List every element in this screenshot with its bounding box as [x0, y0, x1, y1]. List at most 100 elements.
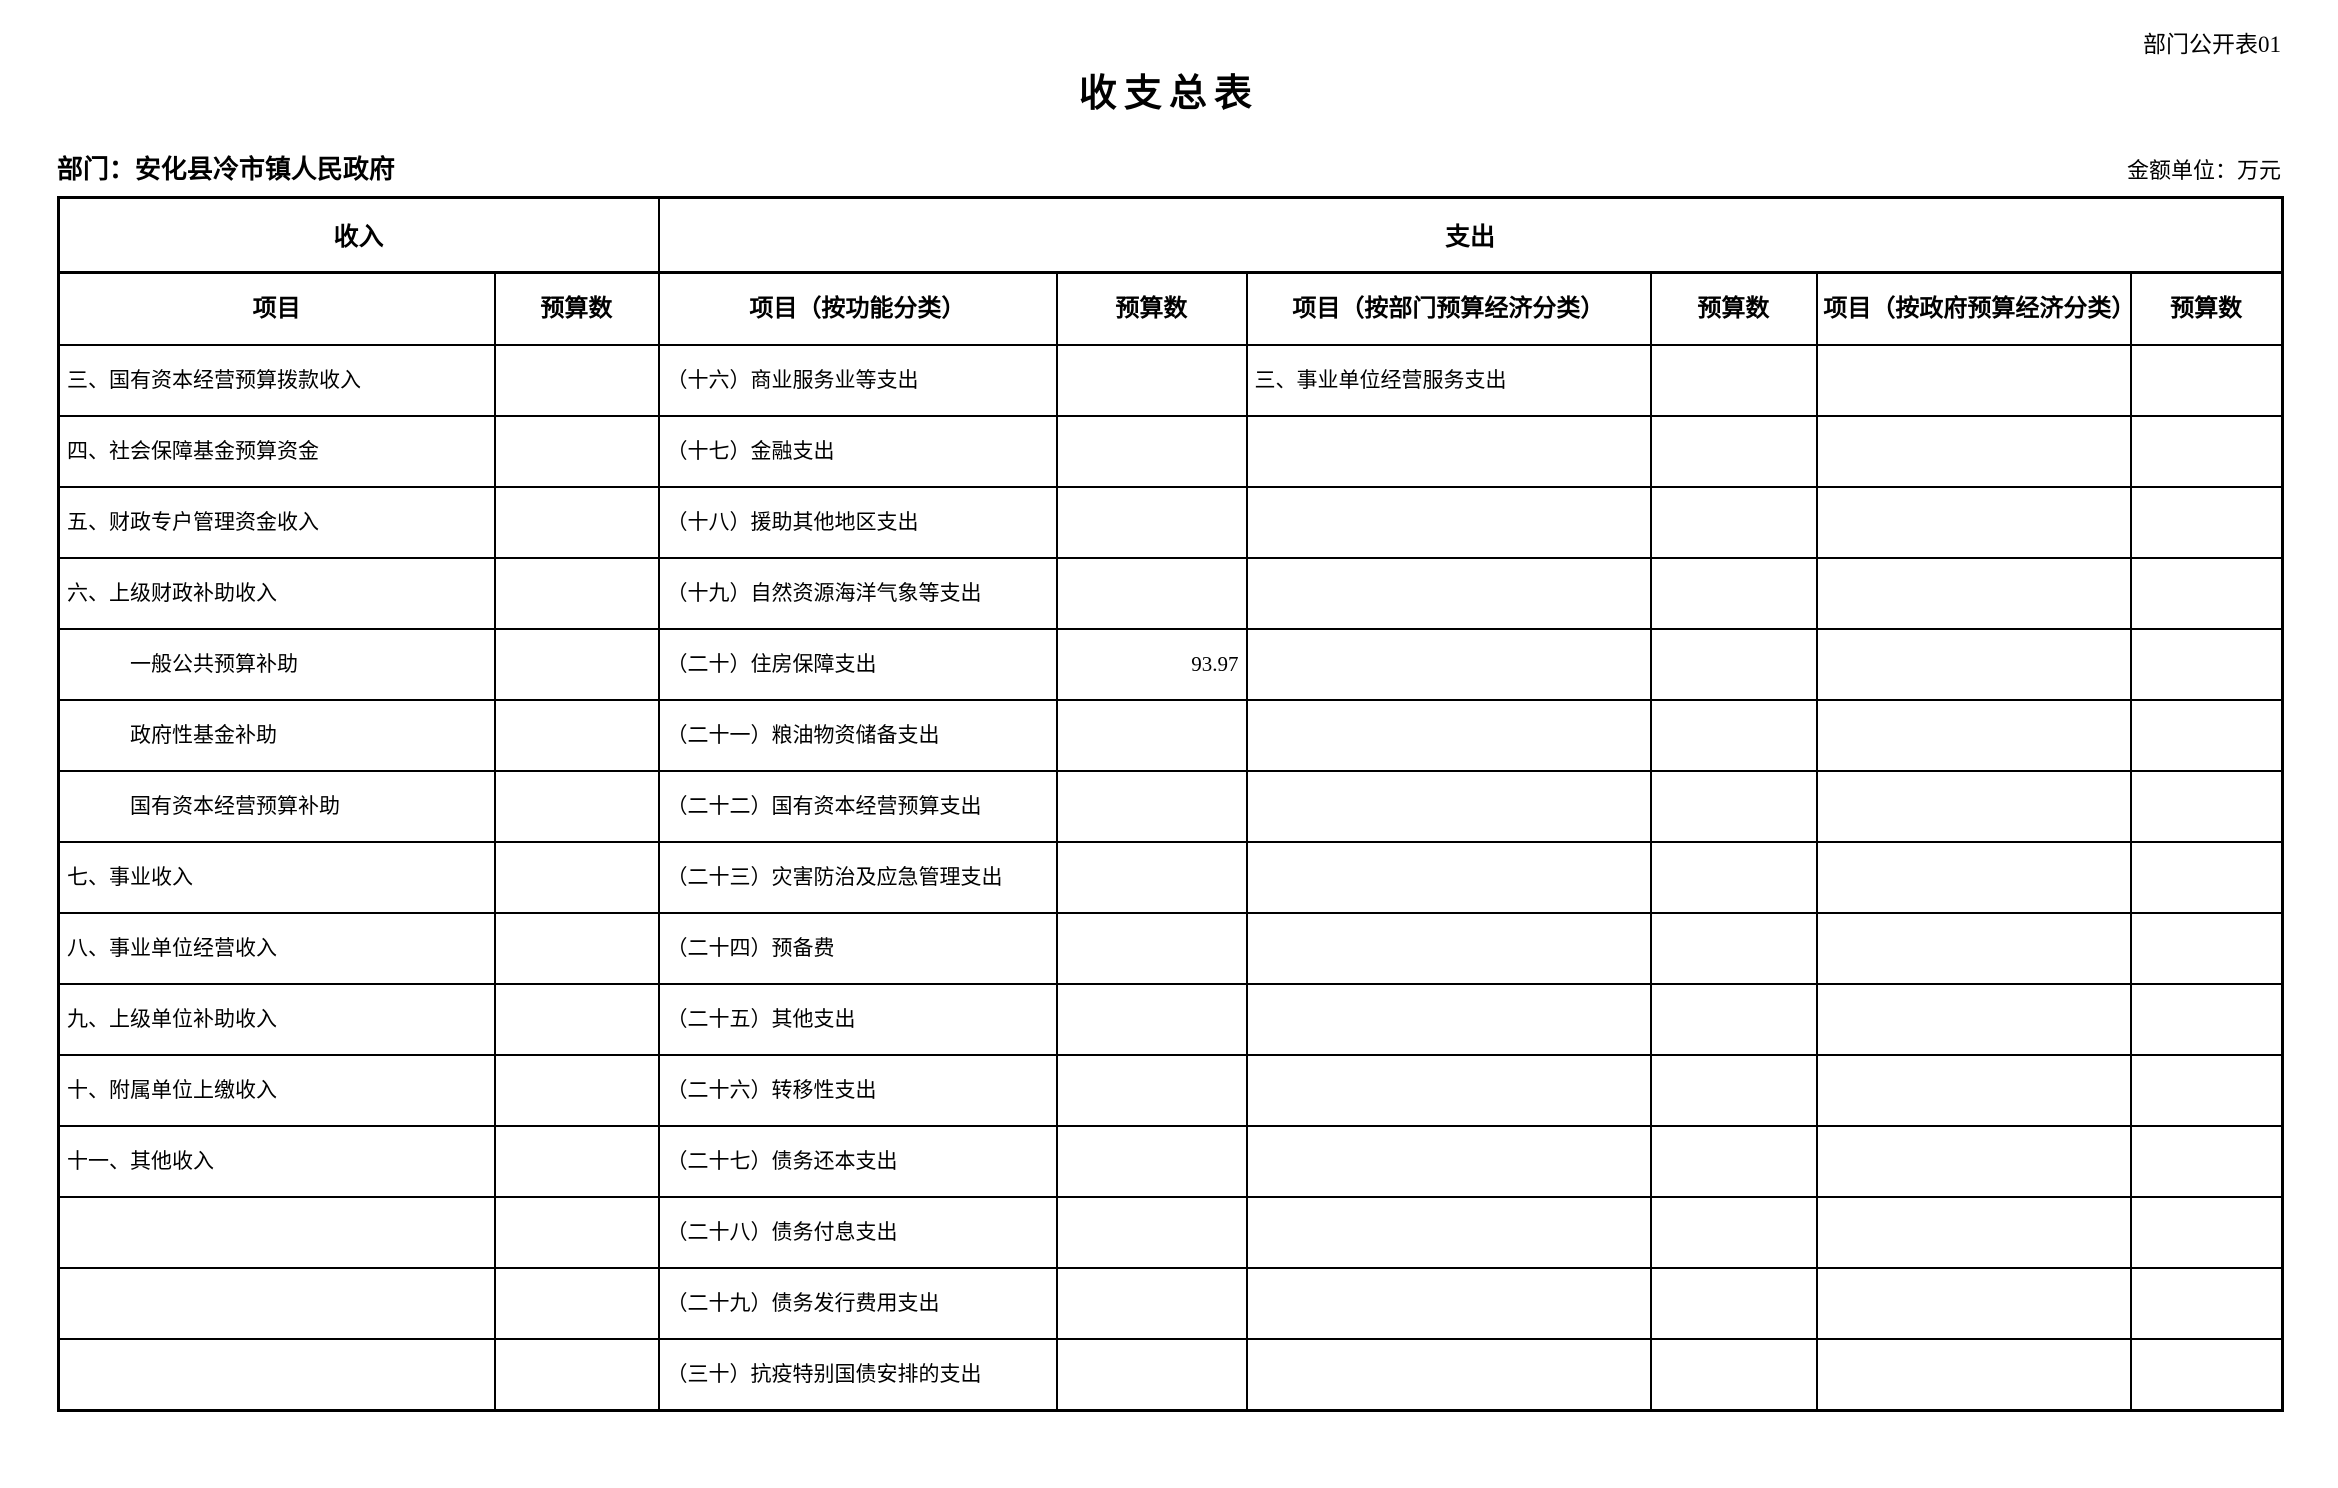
income-item-cell: 国有资本经营预算补助: [57, 770, 496, 843]
func-class-budget-header: 预算数: [1055, 271, 1248, 346]
dept-econ-budget-cell: [1649, 841, 1818, 914]
expenditure-group-header: 支出: [657, 196, 2284, 274]
dept-econ-budget-cell: [1649, 486, 1818, 559]
dept-econ-item-cell: [1245, 983, 1652, 1056]
func-class-item-cell: （十七）金融支出: [657, 415, 1058, 488]
gov-econ-item-cell: [1815, 1196, 2132, 1269]
dept-econ-budget-cell: [1649, 1125, 1818, 1198]
dept-econ-budget-cell: [1649, 912, 1818, 985]
func-class-item-cell: （二十四）预备费: [657, 912, 1058, 985]
income-budget-cell: [493, 1267, 660, 1340]
func-class-budget-cell: [1055, 841, 1248, 914]
table-row: 六、上级财政补助收入 （十九）自然资源海洋气象等支出: [57, 557, 2284, 630]
dept-econ-item-cell: [1245, 415, 1652, 488]
func-class-budget-cell: [1055, 912, 1248, 985]
func-class-budget-cell: [1055, 1196, 1248, 1269]
income-item-cell: 三、国有资本经营预算拨款收入: [57, 344, 496, 417]
income-item-cell: 一般公共预算补助: [57, 628, 496, 701]
dept-econ-item-cell: [1245, 1267, 1652, 1340]
func-class-item-cell: （二十一）粮油物资储备支出: [657, 699, 1058, 772]
income-budget-cell: [493, 1196, 660, 1269]
gov-econ-budget-cell: [2129, 770, 2284, 843]
income-budget-cell: [493, 699, 660, 772]
income-budget-cell: [493, 1054, 660, 1127]
gov-econ-item-cell: [1815, 983, 2132, 1056]
func-class-item-cell: （二十六）转移性支出: [657, 1054, 1058, 1127]
income-item-header: 项目: [57, 271, 496, 346]
gov-econ-budget-cell: [2129, 1338, 2284, 1412]
income-item-cell: 六、上级财政补助收入: [57, 557, 496, 630]
dept-econ-item-cell: [1245, 912, 1652, 985]
dept-econ-item-cell: [1245, 1054, 1652, 1127]
gov-econ-budget-cell: [2129, 983, 2284, 1056]
gov-econ-budget-cell: [2129, 415, 2284, 488]
income-budget-cell: [493, 1125, 660, 1198]
dept-econ-budget-cell: [1649, 415, 1818, 488]
dept-econ-item-cell: [1245, 486, 1652, 559]
income-budget-cell: [493, 415, 660, 488]
func-class-budget-cell: [1055, 699, 1248, 772]
income-item-cell: 五、财政专户管理资金收入: [57, 486, 496, 559]
amount-unit-label: 金额单位：万元: [2126, 158, 2281, 183]
income-budget-cell: [493, 486, 660, 559]
income-budget-cell: [493, 1338, 660, 1412]
income-item-cell: 八、事业单位经营收入: [57, 912, 496, 985]
gov-econ-budget-cell: [2129, 1125, 2284, 1198]
dept-econ-item-cell: 三、事业单位经营服务支出: [1245, 344, 1652, 417]
dept-econ-budget-cell: [1649, 1267, 1818, 1340]
gov-econ-item-cell: [1815, 415, 2132, 488]
gov-econ-item-cell: [1815, 770, 2132, 843]
dept-econ-item-cell: [1245, 1196, 1652, 1269]
func-class-budget-cell: [1055, 1054, 1248, 1127]
income-budget-cell: [493, 770, 660, 843]
table-row: 八、事业单位经营收入 （二十四）预备费: [57, 912, 2284, 985]
gov-econ-budget-cell: [2129, 912, 2284, 985]
dept-econ-budget-header: 预算数: [1649, 271, 1818, 346]
page-title: 收支总表: [1078, 73, 1259, 115]
dept-econ-item-cell: [1245, 557, 1652, 630]
func-class-item-cell: （十九）自然资源海洋气象等支出: [657, 557, 1058, 630]
func-class-item-cell: （二十三）灾害防治及应急管理支出: [657, 841, 1058, 914]
dept-econ-item-cell: [1245, 628, 1652, 701]
func-class-item-cell: （二十七）债务还本支出: [657, 1125, 1058, 1198]
income-item-cell: 四、社会保障基金预算资金: [57, 415, 496, 488]
dept-econ-item-cell: [1245, 1338, 1652, 1412]
gov-econ-budget-cell: [2129, 557, 2284, 630]
gov-econ-budget-header: 预算数: [2129, 271, 2284, 346]
func-class-item-cell: （十八）援助其他地区支出: [657, 486, 1058, 559]
dept-econ-item-cell: [1245, 699, 1652, 772]
income-item-cell: 十一、其他收入: [57, 1125, 496, 1198]
income-budget-cell: [493, 841, 660, 914]
dept-econ-budget-cell: [1649, 1054, 1818, 1127]
income-budget-header: 预算数: [493, 271, 660, 346]
gov-econ-item-cell: [1815, 486, 2132, 559]
gov-econ-budget-cell: [2129, 1267, 2284, 1340]
income-group-header: 收入: [57, 196, 660, 274]
gov-econ-item-cell: [1815, 557, 2132, 630]
table-row: 一般公共预算补助 （二十）住房保障支出 93.97: [57, 628, 2284, 701]
department-label: 部门：安化县冷市镇人民政府: [57, 155, 396, 184]
dept-econ-item-cell: [1245, 770, 1652, 843]
table-row: 七、事业收入 （二十三）灾害防治及应急管理支出: [57, 841, 2284, 914]
func-class-item-cell: （二十九）债务发行费用支出: [657, 1267, 1058, 1340]
func-class-budget-cell: [1055, 983, 1248, 1056]
gov-econ-item-cell: [1815, 1338, 2132, 1412]
gov-econ-item-cell: [1815, 912, 2132, 985]
gov-econ-item-cell: [1815, 1267, 2132, 1340]
table-row: 国有资本经营预算补助 （二十二）国有资本经营预算支出: [57, 770, 2284, 843]
income-budget-cell: [493, 628, 660, 701]
gov-econ-budget-cell: [2129, 699, 2284, 772]
table-row: 十、附属单位上缴收入 （二十六）转移性支出: [57, 1054, 2284, 1127]
func-class-item-cell: （十六）商业服务业等支出: [657, 344, 1058, 417]
dept-econ-budget-cell: [1649, 1338, 1818, 1412]
dept-econ-item-header: 项目（按部门预算经济分类）: [1245, 271, 1652, 346]
dept-econ-budget-cell: [1649, 557, 1818, 630]
income-item-cell: 七、事业收入: [57, 841, 496, 914]
func-class-budget-cell: [1055, 344, 1248, 417]
dept-econ-budget-cell: [1649, 770, 1818, 843]
func-class-budget-cell: [1055, 557, 1248, 630]
func-class-budget-cell: [1055, 486, 1248, 559]
gov-econ-item-cell: [1815, 628, 2132, 701]
income-item-cell: [57, 1338, 496, 1412]
